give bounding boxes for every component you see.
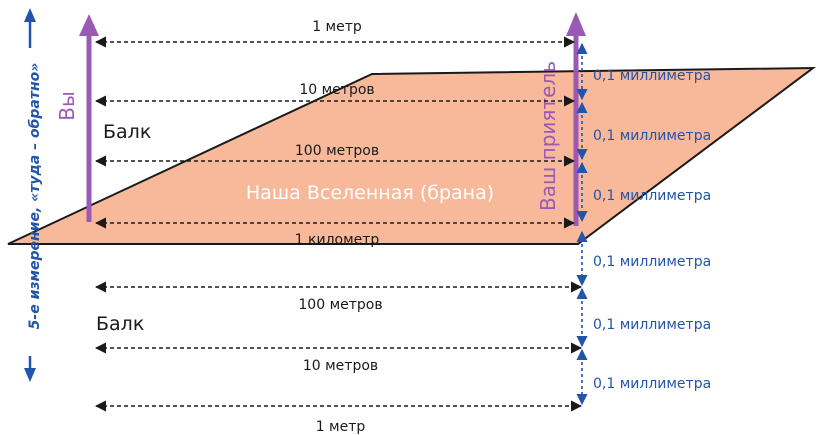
separation-label-5: 0,1 миллиметра (593, 317, 711, 333)
distance-label-3: 100 метров (295, 143, 379, 159)
separation-label-3: 0,1 миллиметра (593, 188, 711, 204)
distance-label-7: 1 метр (316, 419, 366, 435)
separation-label-1: 0,1 миллиметра (593, 68, 711, 84)
distance-label-2: 10 метров (299, 82, 374, 98)
fifth-dimension-arrowhead-down (24, 368, 36, 382)
separation-label-2: 0,1 миллиметра (593, 128, 711, 144)
distance-label-6: 10 метров (303, 358, 378, 374)
distance-label-1: 1 метр (312, 19, 362, 35)
friend-label: Ваш приятель (536, 61, 560, 211)
fifth-dimension-arrowhead-up (24, 8, 36, 22)
separation-label-4: 0,1 миллиметра (593, 254, 711, 270)
distance-label-4: 1 километр (295, 232, 380, 248)
you-label: Вы (55, 91, 79, 121)
separation-label-6: 0,1 миллиметра (593, 376, 711, 392)
brane-plane (7, 66, 817, 245)
bulk-label-top: Балк (103, 121, 151, 143)
distance-label-5: 100 метров (298, 297, 382, 313)
you-arrowhead (79, 14, 99, 36)
brane-label: Наша Вселенная (брана) (246, 182, 494, 204)
friend-arrowhead (566, 12, 586, 36)
fifth-dimension-label: 5-е измерение, «туда – обратно» (27, 63, 43, 330)
bulk-label-bottom: Балк (96, 313, 144, 335)
